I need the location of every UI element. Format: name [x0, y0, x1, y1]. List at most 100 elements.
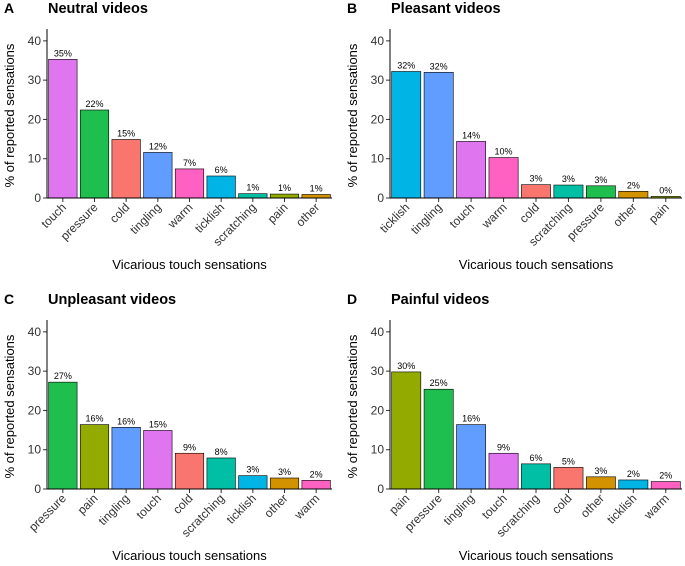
bar-pressure: [423, 388, 454, 490]
chart-panel-d: D Painful videos % of reported sensations 0…: [345, 291, 682, 563]
bar-value-label: 3%: [246, 465, 259, 475]
x-tick-label: ticklish: [224, 491, 259, 526]
x-axis-title: Vicarious touch sensations: [459, 548, 614, 561]
chart-panel-a: A Neutral videos % of reported sensations 0…: [2, 0, 332, 272]
x-tick-label: ticklish: [377, 200, 412, 235]
bar-value-label: 25%: [430, 378, 448, 388]
bar-warm: [301, 480, 331, 490]
panel-letter: D: [347, 291, 357, 307]
y-tick-label: 30: [371, 73, 385, 87]
x-tick-label: tingling: [440, 491, 477, 528]
y-tick-label: 20: [371, 403, 385, 417]
panel-letter: C: [4, 291, 14, 307]
x-tick-label: warm: [478, 200, 509, 231]
bar-scratching: [238, 193, 268, 199]
y-tick-label: 40: [28, 325, 42, 339]
y-tick-label: 10: [371, 152, 385, 166]
bar-pressure: [48, 381, 78, 490]
y-tick-label: 40: [371, 325, 385, 339]
bar-value-label: 15%: [117, 128, 135, 138]
bar-value-label: 10%: [495, 147, 513, 157]
bar-value-label: 8%: [215, 447, 228, 457]
x-tick-label: touch: [133, 491, 164, 522]
bar-value-label: 9%: [183, 442, 196, 452]
chart-title: Unpleasant videos: [48, 292, 176, 308]
x-tick-label: pain: [75, 491, 101, 517]
bar-pressure: [79, 109, 110, 199]
x-axis-title: Vicarious touch sensations: [112, 257, 267, 272]
bar-pain: [269, 193, 300, 199]
x-tick-label: pain: [265, 200, 291, 226]
bar-value-label: 1%: [278, 183, 291, 193]
bar-other: [269, 477, 300, 490]
bar-value-label: 3%: [594, 175, 607, 185]
bar-value-label: 35%: [54, 48, 72, 58]
bar-cold: [111, 139, 141, 199]
x-tick-label: pain: [646, 200, 672, 226]
panel-letter: A: [4, 0, 14, 16]
x-tick-label: cold: [170, 491, 195, 516]
bar-value-label: 1%: [246, 183, 259, 193]
y-tick-label: 0: [34, 191, 41, 205]
x-tick-label: other: [261, 491, 290, 520]
bar-pressure: [585, 185, 616, 199]
bar-tingling: [143, 152, 173, 199]
bar-value-label: 27%: [54, 371, 72, 381]
bar-value-label: 3%: [594, 466, 607, 476]
y-tick-label: 30: [371, 364, 385, 378]
bar-value-label: 14%: [462, 130, 480, 140]
y-tick-label: 30: [28, 73, 42, 87]
x-tick-label: cold: [549, 491, 574, 516]
bar-value-label: 16%: [85, 414, 103, 424]
bar-cold: [553, 467, 584, 490]
y-tick-label: 20: [371, 112, 385, 126]
bar-tingling: [111, 427, 141, 490]
y-tick-label: 0: [34, 482, 41, 496]
bar-value-label: 7%: [183, 158, 196, 168]
bar-cold: [521, 184, 551, 199]
bar-other: [301, 194, 331, 199]
bar-ticklish: [238, 475, 268, 490]
x-tick-label: ticklish: [604, 491, 639, 526]
bar-pain: [391, 371, 422, 490]
x-tick-label: warm: [291, 491, 322, 522]
y-tick-label: 10: [371, 443, 385, 457]
bar-ticklish: [618, 479, 649, 490]
y-tick-label: 40: [28, 34, 42, 48]
chart-title: Neutral videos: [48, 1, 148, 17]
x-axis-title: Vicarious touch sensations: [459, 257, 614, 272]
bar-value-label: 2%: [627, 469, 640, 479]
y-tick-label: 30: [28, 364, 42, 378]
x-tick-label: pain: [386, 491, 412, 517]
panel-letter: B: [347, 0, 357, 16]
bar-value-label: 2%: [310, 469, 323, 479]
y-tick-label: 10: [28, 152, 42, 166]
bar-value-label: 16%: [462, 414, 480, 424]
chart-panel-b: B Pleasant videos % of reported sensations…: [345, 0, 682, 272]
x-tick-label: pressure: [26, 491, 69, 534]
x-tick-label: other: [578, 491, 607, 520]
y-axis-title: % of reported sensations: [345, 43, 360, 187]
bar-warm: [174, 168, 205, 199]
y-tick-label: 10: [28, 443, 42, 457]
x-tick-label: touch: [447, 200, 478, 231]
bar-value-label: 12%: [149, 141, 167, 151]
bar-warm: [488, 157, 519, 199]
bar-warm: [650, 481, 681, 490]
bar-touch: [456, 141, 487, 199]
chart-title: Pleasant videos: [391, 1, 501, 17]
bar-value-label: 3%: [529, 174, 542, 184]
bar-touch: [48, 59, 78, 199]
bar-value-label: 9%: [497, 442, 510, 452]
bar-value-label: 6%: [529, 453, 542, 463]
bar-ticklish: [206, 175, 236, 199]
x-tick-label: cold: [107, 200, 132, 225]
bar-tingling: [423, 71, 454, 199]
y-tick-label: 40: [371, 34, 385, 48]
bar-value-label: 6%: [215, 165, 228, 175]
bar-value-label: 1%: [310, 183, 323, 193]
x-tick-label: other: [293, 200, 322, 229]
chart-title: Painful videos: [391, 292, 489, 308]
